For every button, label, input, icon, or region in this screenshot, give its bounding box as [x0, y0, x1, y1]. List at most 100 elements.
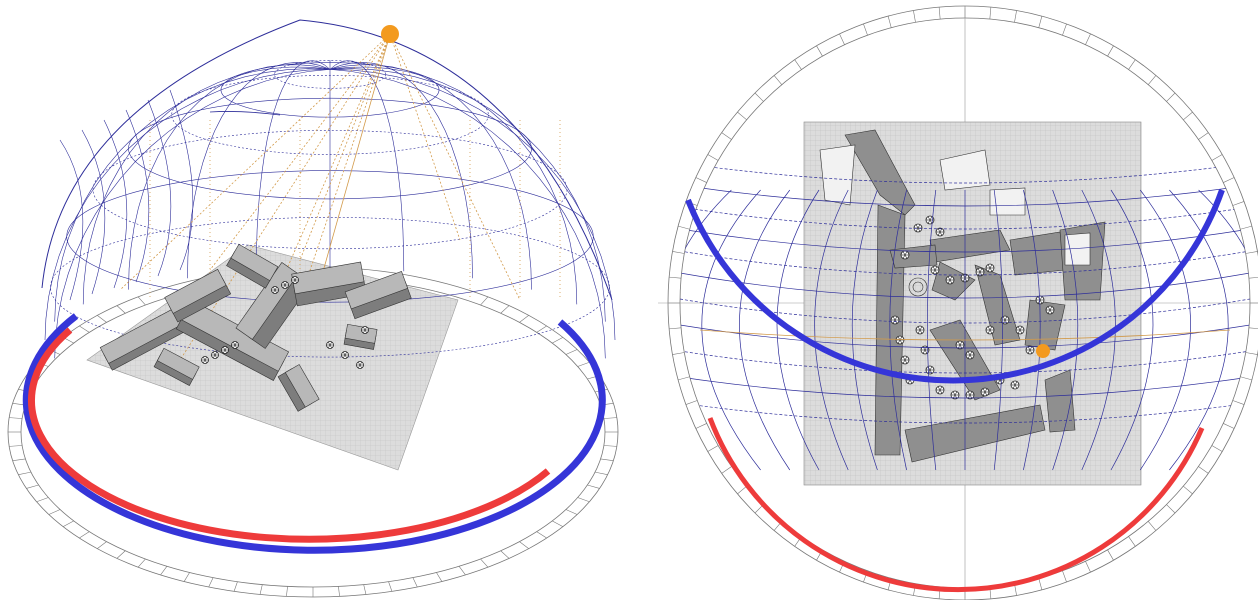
tree-branch	[362, 329, 366, 334]
tree-branch	[902, 251, 906, 256]
plan-rim-tick	[678, 225, 690, 230]
plan-hour-line	[1052, 189, 1079, 471]
plan-hour-line	[927, 189, 937, 471]
rim-tick	[500, 305, 510, 314]
building-block	[153, 347, 200, 386]
tree-branch	[937, 389, 941, 394]
plan-rim-tick	[1147, 521, 1157, 531]
building-block	[164, 268, 232, 323]
tree-branch	[907, 379, 911, 384]
tree-icon	[935, 227, 945, 237]
tree-branch	[274, 286, 278, 291]
tree-branch	[969, 354, 973, 359]
tree-branch	[284, 281, 288, 286]
tree-branch	[232, 341, 236, 346]
dome-meridian-line	[54, 69, 331, 359]
plan-hour-line	[851, 189, 878, 471]
rim-tick	[137, 558, 146, 568]
tree-branch	[979, 268, 983, 273]
tree-branch	[902, 359, 906, 364]
rim-tick	[500, 550, 510, 559]
plan-hour-line	[1110, 189, 1154, 471]
plan-rim-tick	[1128, 536, 1136, 547]
tree-icon	[975, 267, 985, 277]
tree-icon	[361, 326, 369, 334]
tree-branch	[952, 391, 956, 396]
dome-meridian-line	[329, 68, 606, 322]
plan-rim-tick	[1183, 485, 1193, 495]
plan-rim-tick	[1183, 111, 1193, 121]
plan-rim-tick	[672, 352, 685, 355]
projection-line	[389, 33, 461, 241]
tree-branch	[919, 329, 923, 334]
tree-branch	[904, 359, 908, 364]
dome-wireframe	[41, 19, 616, 359]
tree-branch	[342, 351, 346, 356]
tree-branch	[1017, 326, 1021, 331]
tree-icon	[945, 275, 955, 285]
tree-icon	[1010, 380, 1020, 390]
tree-branch	[234, 344, 238, 349]
neighbour-footprint	[939, 149, 991, 191]
dome-grid-curve	[169, 89, 194, 271]
tree-branch	[1049, 309, 1053, 314]
plan-rim-tick	[1062, 23, 1067, 36]
tree-icon	[211, 351, 219, 359]
rim-tick	[48, 509, 61, 515]
tree-branch	[294, 279, 298, 284]
tree-branch	[982, 391, 986, 396]
plan-rim-tick	[1166, 92, 1176, 102]
tree-branch	[364, 326, 368, 331]
dome-meridian-line	[329, 60, 405, 272]
tree-branch	[294, 276, 298, 281]
plan-rim-tick	[669, 276, 682, 279]
tree-branch	[892, 316, 896, 321]
building-block	[343, 323, 378, 350]
tree-branch	[1002, 319, 1006, 324]
rim-tick	[79, 325, 90, 333]
tree-branch	[1039, 296, 1043, 301]
plan-hour-line	[1023, 189, 1041, 471]
dome-meridian-line	[329, 64, 532, 290]
rim-tick	[519, 541, 529, 549]
plan-hour-line	[993, 189, 1003, 471]
plan-rim-tick	[1240, 376, 1252, 381]
building-block	[277, 364, 320, 412]
neighbour-footprint	[989, 187, 1026, 216]
plan-rim-tick	[816, 45, 823, 57]
rim-tick	[388, 581, 393, 592]
tree-branch	[937, 231, 941, 236]
rim-tick	[286, 586, 288, 597]
tree-branch	[1049, 306, 1053, 311]
tree-branch	[214, 354, 218, 359]
tree-branch	[224, 346, 228, 351]
dome-grid-curve	[59, 139, 84, 301]
tree-branch	[1012, 384, 1016, 389]
sun-path-arc-summer	[28, 327, 551, 543]
tree-branch	[282, 281, 286, 286]
tree-icon	[985, 325, 995, 335]
tree-branch	[1027, 349, 1031, 354]
rim-tick	[26, 484, 39, 489]
tree-branch	[274, 289, 278, 294]
rim-tick	[603, 417, 617, 419]
dome-grid-curve	[125, 109, 150, 283]
tree-branch	[1029, 346, 1033, 351]
tree-branch	[954, 391, 958, 396]
rim-tick	[160, 566, 168, 576]
tree-icon	[341, 351, 349, 359]
building-roof	[344, 271, 409, 310]
tree-branch	[917, 326, 921, 331]
perspective-panel	[7, 19, 619, 598]
tree-branch	[282, 284, 286, 289]
tree-branch	[967, 354, 971, 359]
tree-branch	[947, 279, 951, 284]
plan-rim-tick	[672, 251, 685, 254]
tree-branch	[359, 361, 363, 366]
rim-tick	[233, 581, 238, 592]
tree-branch	[357, 364, 361, 369]
tree-branch	[924, 346, 928, 351]
plan-rim-tick	[1085, 33, 1091, 45]
tree-branch	[909, 379, 913, 384]
plan-rim-tick	[1085, 561, 1091, 573]
